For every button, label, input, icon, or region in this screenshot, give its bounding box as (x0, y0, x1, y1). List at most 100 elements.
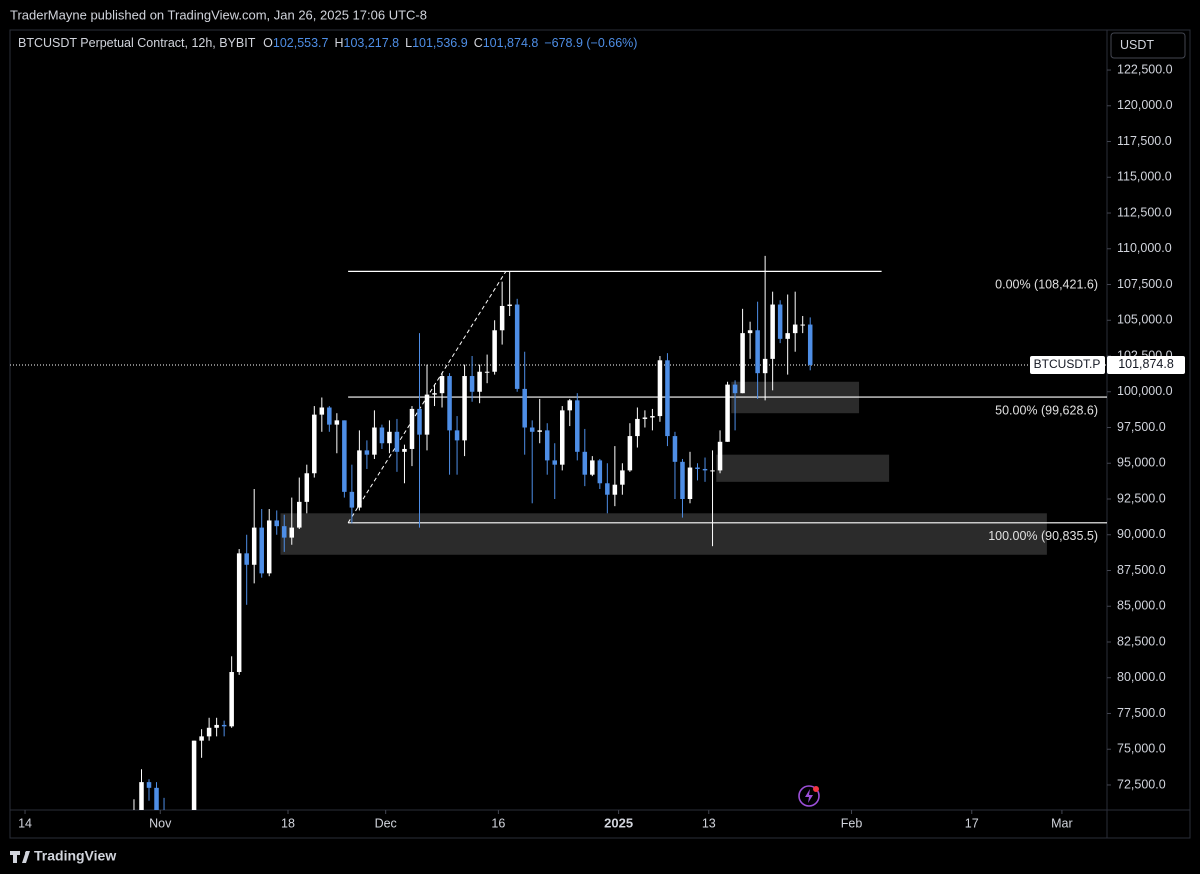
candle-body (281, 526, 287, 538)
y-tick-label: 82,500.0 (1117, 634, 1166, 648)
candle-body (770, 304, 775, 359)
legend-value: 101,536.9 (412, 36, 468, 50)
candle-body (642, 417, 648, 419)
y-tick-label: 85,000.0 (1117, 599, 1166, 613)
candle-body (762, 358, 768, 374)
y-tick-label: 90,000.0 (1117, 527, 1166, 541)
candle-body (672, 436, 678, 462)
candle-body (349, 491, 355, 508)
candle-body (244, 553, 249, 565)
candle-body (665, 360, 670, 437)
symbol-tag (1030, 355, 1105, 374)
x-tick-label: 16 (491, 816, 505, 830)
symbol-tag-label: BTCUSDT.P (1034, 357, 1101, 371)
candle-body (687, 467, 693, 500)
legend: BTCUSDT Perpetual Contract, 12h, BYBIT O1… (18, 36, 637, 50)
candle-body (605, 483, 610, 495)
candle-body (191, 740, 197, 810)
candle-body (146, 782, 152, 788)
candle-body (214, 724, 219, 728)
y-tick-label: 120,000.0 (1117, 98, 1173, 112)
legend-key: O (263, 36, 273, 50)
candle-body (387, 431, 392, 444)
candle-body (424, 394, 430, 435)
y-tick-label: 112,500.0 (1117, 205, 1172, 219)
candle-body (800, 324, 805, 326)
candle-body (327, 407, 332, 425)
legend-key: L (405, 36, 412, 50)
candle-body (537, 430, 542, 432)
candle-body (620, 470, 625, 485)
candle-body (792, 324, 798, 334)
candle-body (462, 376, 467, 441)
legend-key: C (474, 36, 483, 50)
candle-body (409, 408, 415, 449)
candle-body (560, 410, 565, 465)
y-tick-label: 117,500.0 (1117, 134, 1172, 148)
candle-body (575, 400, 580, 452)
candle-body (372, 427, 377, 455)
x-tick-label: Nov (149, 816, 172, 830)
candle-body (777, 304, 783, 339)
legend-title: BTCUSDT Perpetual Contract, 12h, BYBIT (18, 36, 256, 50)
candle-body (447, 376, 452, 431)
y-tick-label: 80,000.0 (1117, 670, 1166, 684)
candle-body (725, 384, 730, 442)
candle-body (529, 427, 535, 432)
alert-icon (798, 785, 820, 807)
candle-body (590, 460, 595, 475)
x-tick-label: 18 (281, 816, 295, 830)
candle-body (650, 416, 655, 418)
candle-body (522, 388, 527, 428)
y-tick-label: 95,000.0 (1117, 456, 1166, 470)
x-tick-label: 14 (18, 816, 32, 830)
y-tick-label: 107,500.0 (1117, 277, 1173, 291)
brand: TradingView (34, 848, 116, 864)
candle-body (402, 448, 407, 452)
candle-body (417, 408, 422, 435)
x-tick-label: Dec (375, 816, 397, 830)
candle-body (657, 360, 663, 417)
candle-body (732, 384, 738, 394)
candle-body (394, 431, 400, 452)
candle-body (251, 527, 257, 565)
candle-body (364, 450, 370, 455)
candle-body (221, 724, 227, 727)
legend-value: 103,217.8 (344, 36, 400, 50)
price-tag-label: 101,874.8 (1118, 357, 1174, 371)
candle-body (582, 451, 588, 475)
candle-body (567, 400, 573, 411)
candle-body (297, 501, 302, 528)
candle-body (199, 736, 204, 741)
fib-label: 100.00% (90,835.5) (988, 529, 1098, 543)
y-tick-label: 110,000.0 (1117, 241, 1172, 255)
candle-body (807, 324, 813, 365)
candle-body (342, 420, 347, 492)
x-tick-label: 2025 (604, 815, 633, 830)
candle-body (289, 527, 295, 538)
candle-body (266, 520, 272, 574)
candle-body (469, 376, 475, 392)
currency-box (1110, 32, 1186, 59)
x-tick-label: 17 (965, 816, 979, 830)
publisher: TraderMayne published on TradingView.com… (10, 7, 427, 22)
y-tick-label: 92,500.0 (1117, 491, 1166, 505)
y-tick-label: 87,500.0 (1117, 563, 1166, 577)
legend-value: 102,553.7 (273, 36, 329, 50)
plot (10, 255, 1107, 810)
candle-body (710, 470, 715, 472)
candle-body (635, 418, 640, 437)
candle-body (236, 553, 242, 673)
candle-body (695, 467, 700, 469)
x-tick-label: Feb (841, 816, 863, 830)
candle-body (484, 371, 490, 373)
candle-body (747, 330, 753, 334)
candle-body (357, 450, 362, 508)
legend-key: H (334, 36, 343, 50)
candle-body (439, 376, 445, 394)
y-tick-label: 105,000.0 (1117, 313, 1173, 327)
candle-body (612, 484, 618, 495)
tradingview-logo (10, 851, 30, 863)
